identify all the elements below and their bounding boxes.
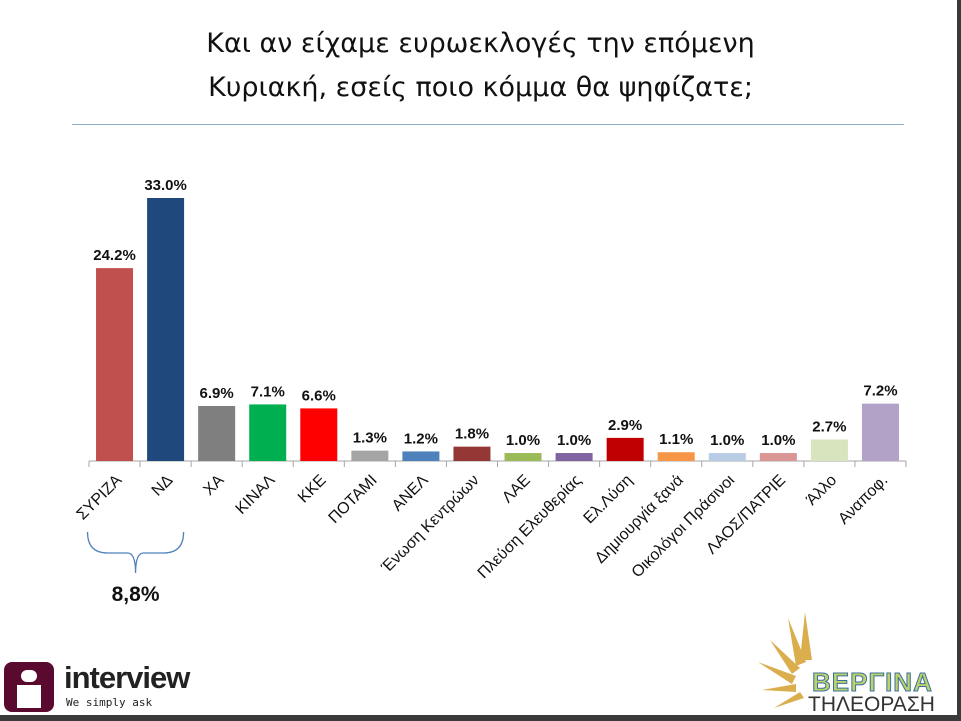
vergina-logo-subtitle: ΤΗΛΕΟΡΑΣΗ xyxy=(808,693,935,716)
interview-logo-tagline: We simply ask xyxy=(66,696,153,709)
bar xyxy=(147,198,185,461)
data-label: 1.8% xyxy=(455,426,489,443)
bar xyxy=(606,437,644,461)
category-label: ΣΥΡΙΖΑ xyxy=(74,472,126,524)
data-label: 2.9% xyxy=(608,417,642,434)
category-label: Αναποφ. xyxy=(835,472,891,528)
bar xyxy=(810,439,848,461)
data-label: 33.0% xyxy=(144,177,187,194)
bar xyxy=(504,453,542,461)
data-label: 24.2% xyxy=(93,247,136,264)
data-label: 7.1% xyxy=(251,383,285,400)
brace-annotation xyxy=(86,531,185,574)
bar xyxy=(555,453,593,461)
bar xyxy=(861,403,899,461)
data-label: 1.1% xyxy=(659,431,693,448)
category-label: ΑΝΕΛ xyxy=(389,472,432,515)
category-label: ΧΑ xyxy=(200,472,227,499)
bar xyxy=(453,446,491,461)
data-label: 7.2% xyxy=(863,383,897,400)
annotation-label: 8,8% xyxy=(112,583,160,606)
category-label: Πλεύση Ελευθερίας xyxy=(475,472,585,582)
data-label: 6.6% xyxy=(302,387,336,404)
bar xyxy=(198,406,236,461)
category-label: Ένωση Κεντρώων xyxy=(378,472,483,577)
interview-logo-name: interview xyxy=(64,660,190,695)
bar-chart: 24.2% ΣΥΡΙΖΑ 33.0% ΝΔ 6.9% ΧΑ 7.1% ΚΙΝΑΛ 6.6% ΚΚΕ… xyxy=(74,177,907,606)
bar xyxy=(351,450,389,461)
category-label: ΝΔ xyxy=(149,472,177,500)
bar xyxy=(249,404,287,461)
bar xyxy=(759,453,797,461)
bar xyxy=(96,268,134,461)
bar xyxy=(402,451,440,461)
data-label: 1.0% xyxy=(506,432,540,449)
chart-title-line-1: Και αν είχαμε ευρωεκλογές την επόμενη xyxy=(206,28,755,59)
data-label: 6.9% xyxy=(200,385,234,402)
category-label: Δημιουργία ξανά xyxy=(592,472,687,567)
data-label: 1.3% xyxy=(353,430,387,447)
category-label: ΛΑΕ xyxy=(499,472,534,507)
bar xyxy=(708,453,746,461)
category-label: ΚΙΝΑΛ xyxy=(233,472,279,518)
data-label: 1.2% xyxy=(404,430,438,447)
interview-logo-icon xyxy=(4,662,54,712)
data-label: 2.7% xyxy=(812,418,846,435)
data-label: 1.0% xyxy=(761,432,795,449)
data-label: 1.0% xyxy=(710,432,744,449)
category-label: ΠΟΤΑΜΙ xyxy=(325,472,380,527)
bar xyxy=(657,452,695,461)
vergina-logo-name: ΒΕΡΓΙΝΑ xyxy=(812,667,933,698)
chart-title-line-2: Κυριακή, εσείς ποιο κόμμα θα ψηφίζατε; xyxy=(208,72,753,103)
category-label: ΚΚΕ xyxy=(295,472,330,507)
title-divider xyxy=(72,124,904,125)
bar xyxy=(300,408,338,461)
category-label: Άλλο xyxy=(803,472,840,509)
data-label: 1.0% xyxy=(557,432,591,449)
